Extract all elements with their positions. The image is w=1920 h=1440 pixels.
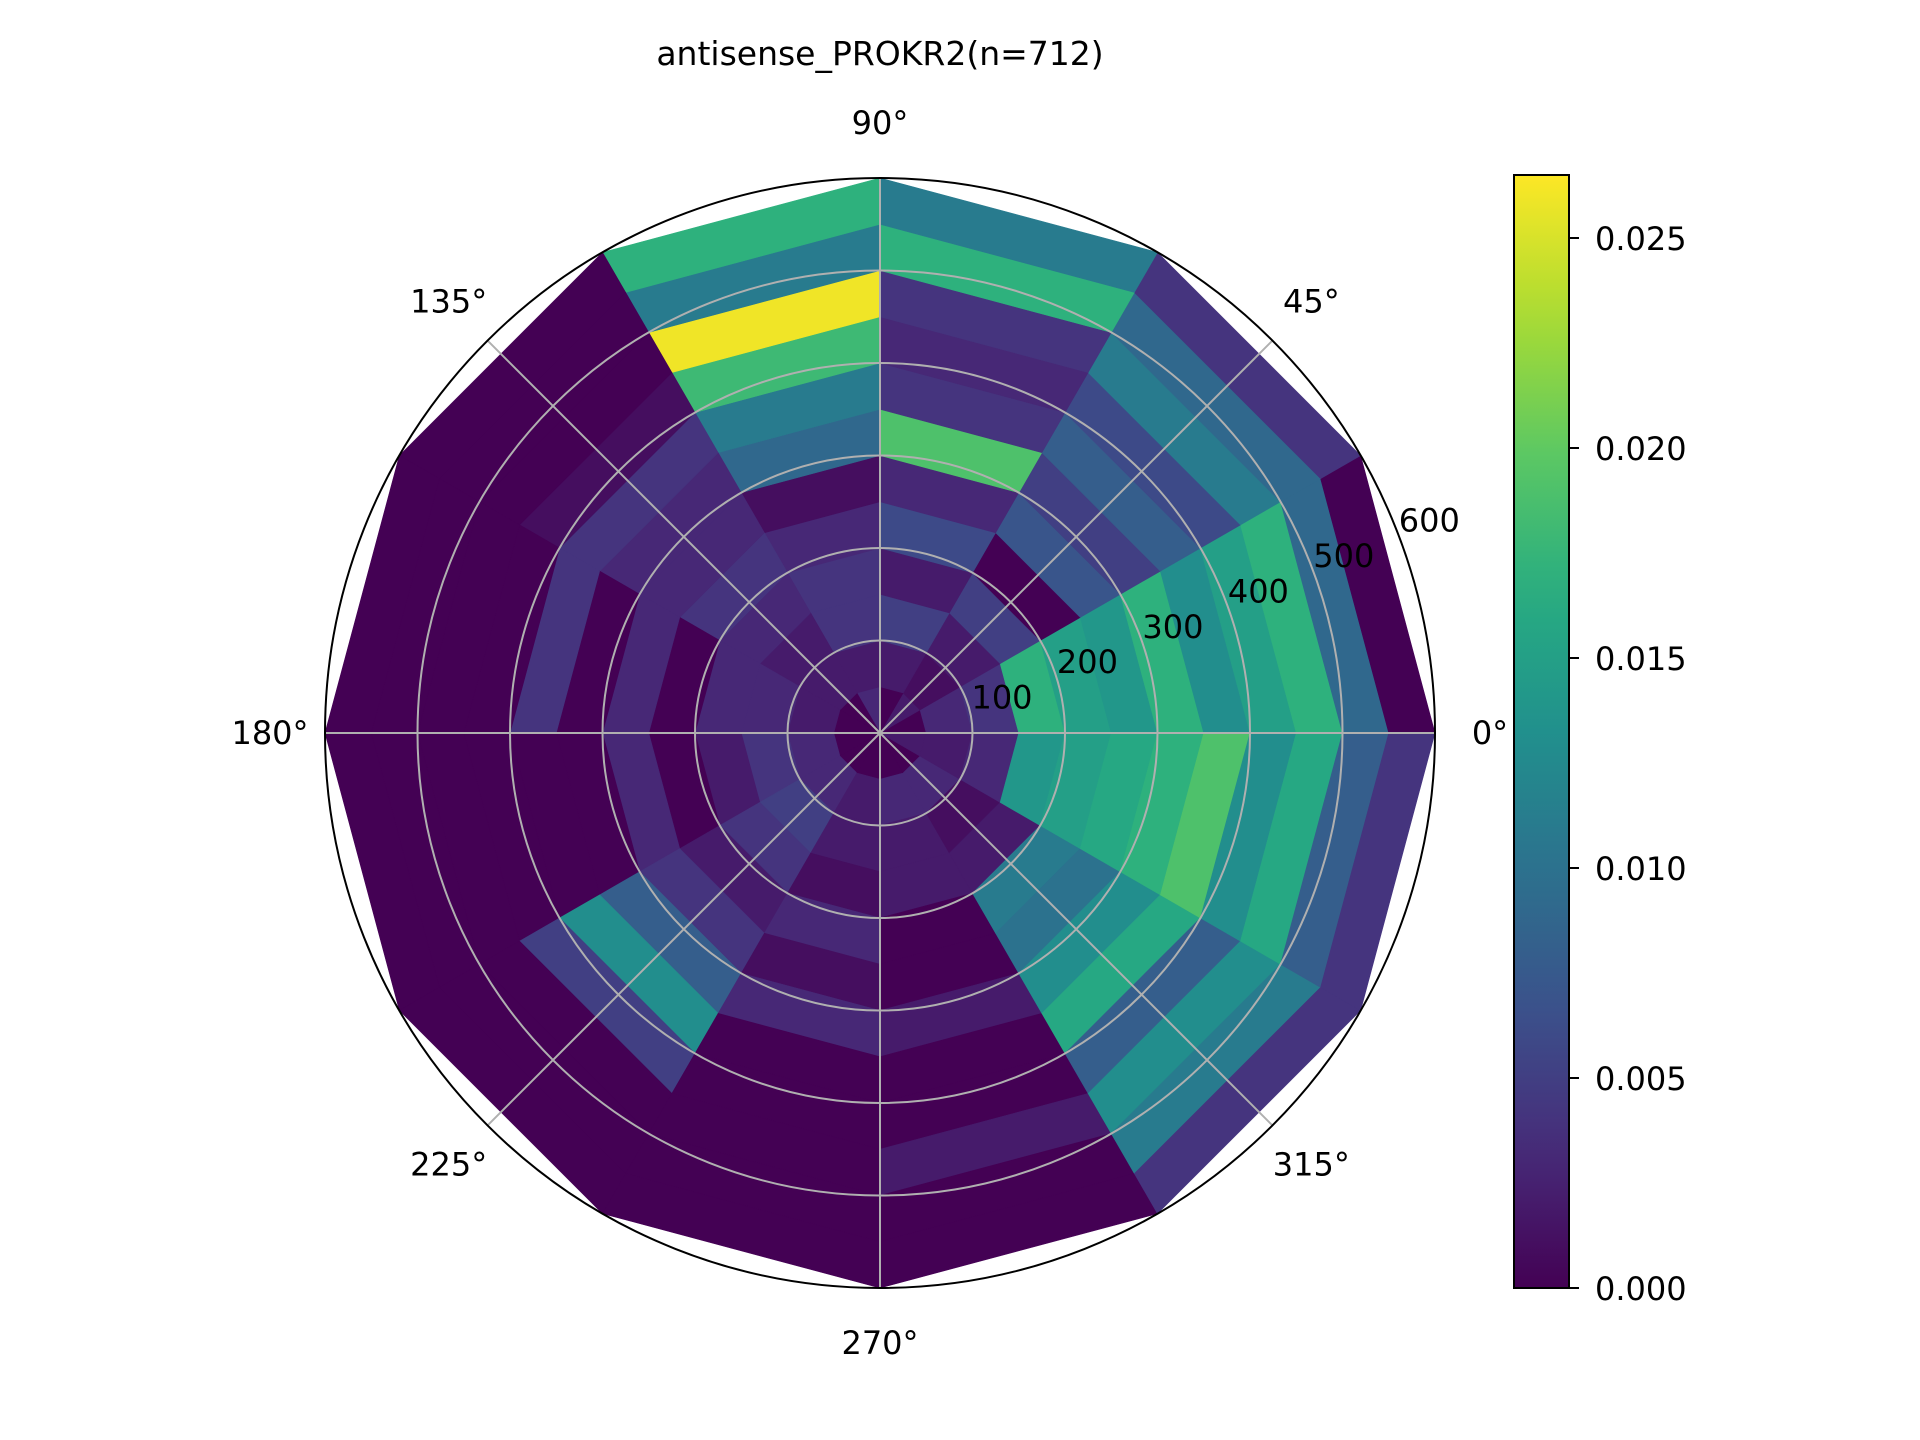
radial-tick-label: 300: [1142, 608, 1203, 646]
theta-tick-labels: 0° 45° 90° 135° 180° 225° 270° 315°: [231, 104, 1508, 1362]
radial-tick-label: 400: [1228, 572, 1289, 610]
colorbar-tick-label: 0.025: [1595, 220, 1687, 258]
heatmap-wedges: [324, 177, 1436, 1289]
colorbar-tick-label: 0.000: [1595, 1270, 1687, 1308]
colorbar-tick-label: 0.020: [1595, 430, 1687, 468]
angular-gridline: [879, 732, 1274, 1127]
theta-tick-label: 225°: [410, 1145, 487, 1183]
chart-title: antisense_PROKR2(n=712): [656, 34, 1103, 73]
theta-tick-label: 0°: [1472, 714, 1508, 752]
theta-tick-label: 270°: [841, 1324, 918, 1362]
colorbar-tick-label: 0.010: [1595, 850, 1687, 888]
radial-tick-label: 100: [971, 679, 1032, 717]
theta-tick-label: 45°: [1283, 283, 1340, 321]
radial-tick-label: 200: [1057, 643, 1118, 681]
theta-tick-label: 180°: [231, 714, 308, 752]
polar-grid: [325, 178, 1435, 1288]
angular-gridline: [486, 732, 881, 1127]
theta-tick-label: 135°: [410, 283, 487, 321]
radial-tick-label: 600: [1399, 502, 1460, 540]
theta-tick-label: 315°: [1273, 1145, 1350, 1183]
radial-tick-label: 500: [1313, 537, 1374, 575]
radial-tick-labels: 100 200 300 400 500 600: [971, 502, 1459, 717]
angular-gridline: [879, 339, 1274, 734]
colorbar-tick-label: 0.015: [1595, 640, 1687, 678]
colorbar: 0.000 0.005 0.010 0.015 0.020 0.025: [1513, 174, 1687, 1308]
angular-gridline: [486, 339, 881, 734]
colorbar-tick-label: 0.005: [1595, 1060, 1687, 1098]
theta-tick-label: 90°: [852, 104, 909, 142]
colorbar-gradient: [1513, 174, 1570, 1289]
polar-outer-ring: [324, 177, 1436, 1289]
